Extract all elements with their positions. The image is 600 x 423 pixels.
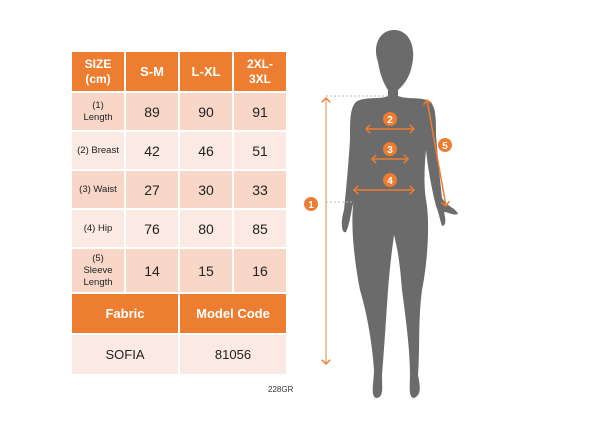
marker-5: 5	[442, 141, 448, 152]
header-row: SIZE (cm) S-M L-XL 2XL- 3XL	[70, 50, 288, 93]
model-code-header: Model Code	[178, 292, 288, 335]
cell: 14	[124, 247, 180, 294]
product-code: 228GR	[268, 385, 294, 394]
cell: 90	[178, 91, 234, 132]
size-s-m-header: S-M	[124, 50, 180, 93]
sleeve-arrow	[427, 100, 446, 206]
cell: 91	[232, 91, 288, 132]
row-label: (5) Sleeve Length	[70, 247, 126, 294]
cell: 46	[178, 130, 234, 171]
cell: 80	[178, 208, 234, 249]
fabric-value-row: SOFIA 81056	[70, 333, 288, 376]
table-row: (2) Breast 42 46 51	[70, 130, 288, 171]
marker-4: 4	[387, 176, 393, 187]
cell: 16	[232, 247, 288, 294]
size-table: SIZE (cm) S-M L-XL 2XL- 3XL (1) Length 8…	[70, 50, 288, 376]
cell: 89	[124, 91, 180, 132]
model-code-value: 81056	[178, 333, 288, 376]
table-row: (4) Hip 76 80 85	[70, 208, 288, 249]
size-2xl-3xl-header: 2XL- 3XL	[232, 50, 288, 93]
row-label: (4) Hip	[70, 208, 126, 249]
cell: 42	[124, 130, 180, 171]
fabric-value: SOFIA	[70, 333, 180, 376]
cell: 15	[178, 247, 234, 294]
row-label: (2) Breast	[70, 130, 126, 171]
body-measurement-figure: 1 2 3 4 5	[304, 30, 458, 398]
marker-2: 2	[387, 115, 393, 126]
table-row: (1) Length 89 90 91	[70, 91, 288, 132]
cell: 85	[232, 208, 288, 249]
row-label: (1) Length	[70, 91, 126, 132]
table-row: (5) Sleeve Length 14 15 16	[70, 247, 288, 294]
table-row: (3) Waist 27 30 33	[70, 169, 288, 210]
cell: 76	[124, 208, 180, 249]
woman-silhouette	[341, 30, 458, 398]
row-label: (3) Waist	[70, 169, 126, 210]
fabric-header: Fabric	[70, 292, 180, 335]
size-l-xl-header: L-XL	[178, 50, 234, 93]
marker-3: 3	[387, 145, 393, 156]
cell: 27	[124, 169, 180, 210]
fabric-header-row: Fabric Model Code	[70, 292, 288, 335]
cell: 33	[232, 169, 288, 210]
marker-1: 1	[308, 200, 314, 211]
size-header: SIZE (cm)	[70, 50, 126, 93]
cell: 51	[232, 130, 288, 171]
cell: 30	[178, 169, 234, 210]
